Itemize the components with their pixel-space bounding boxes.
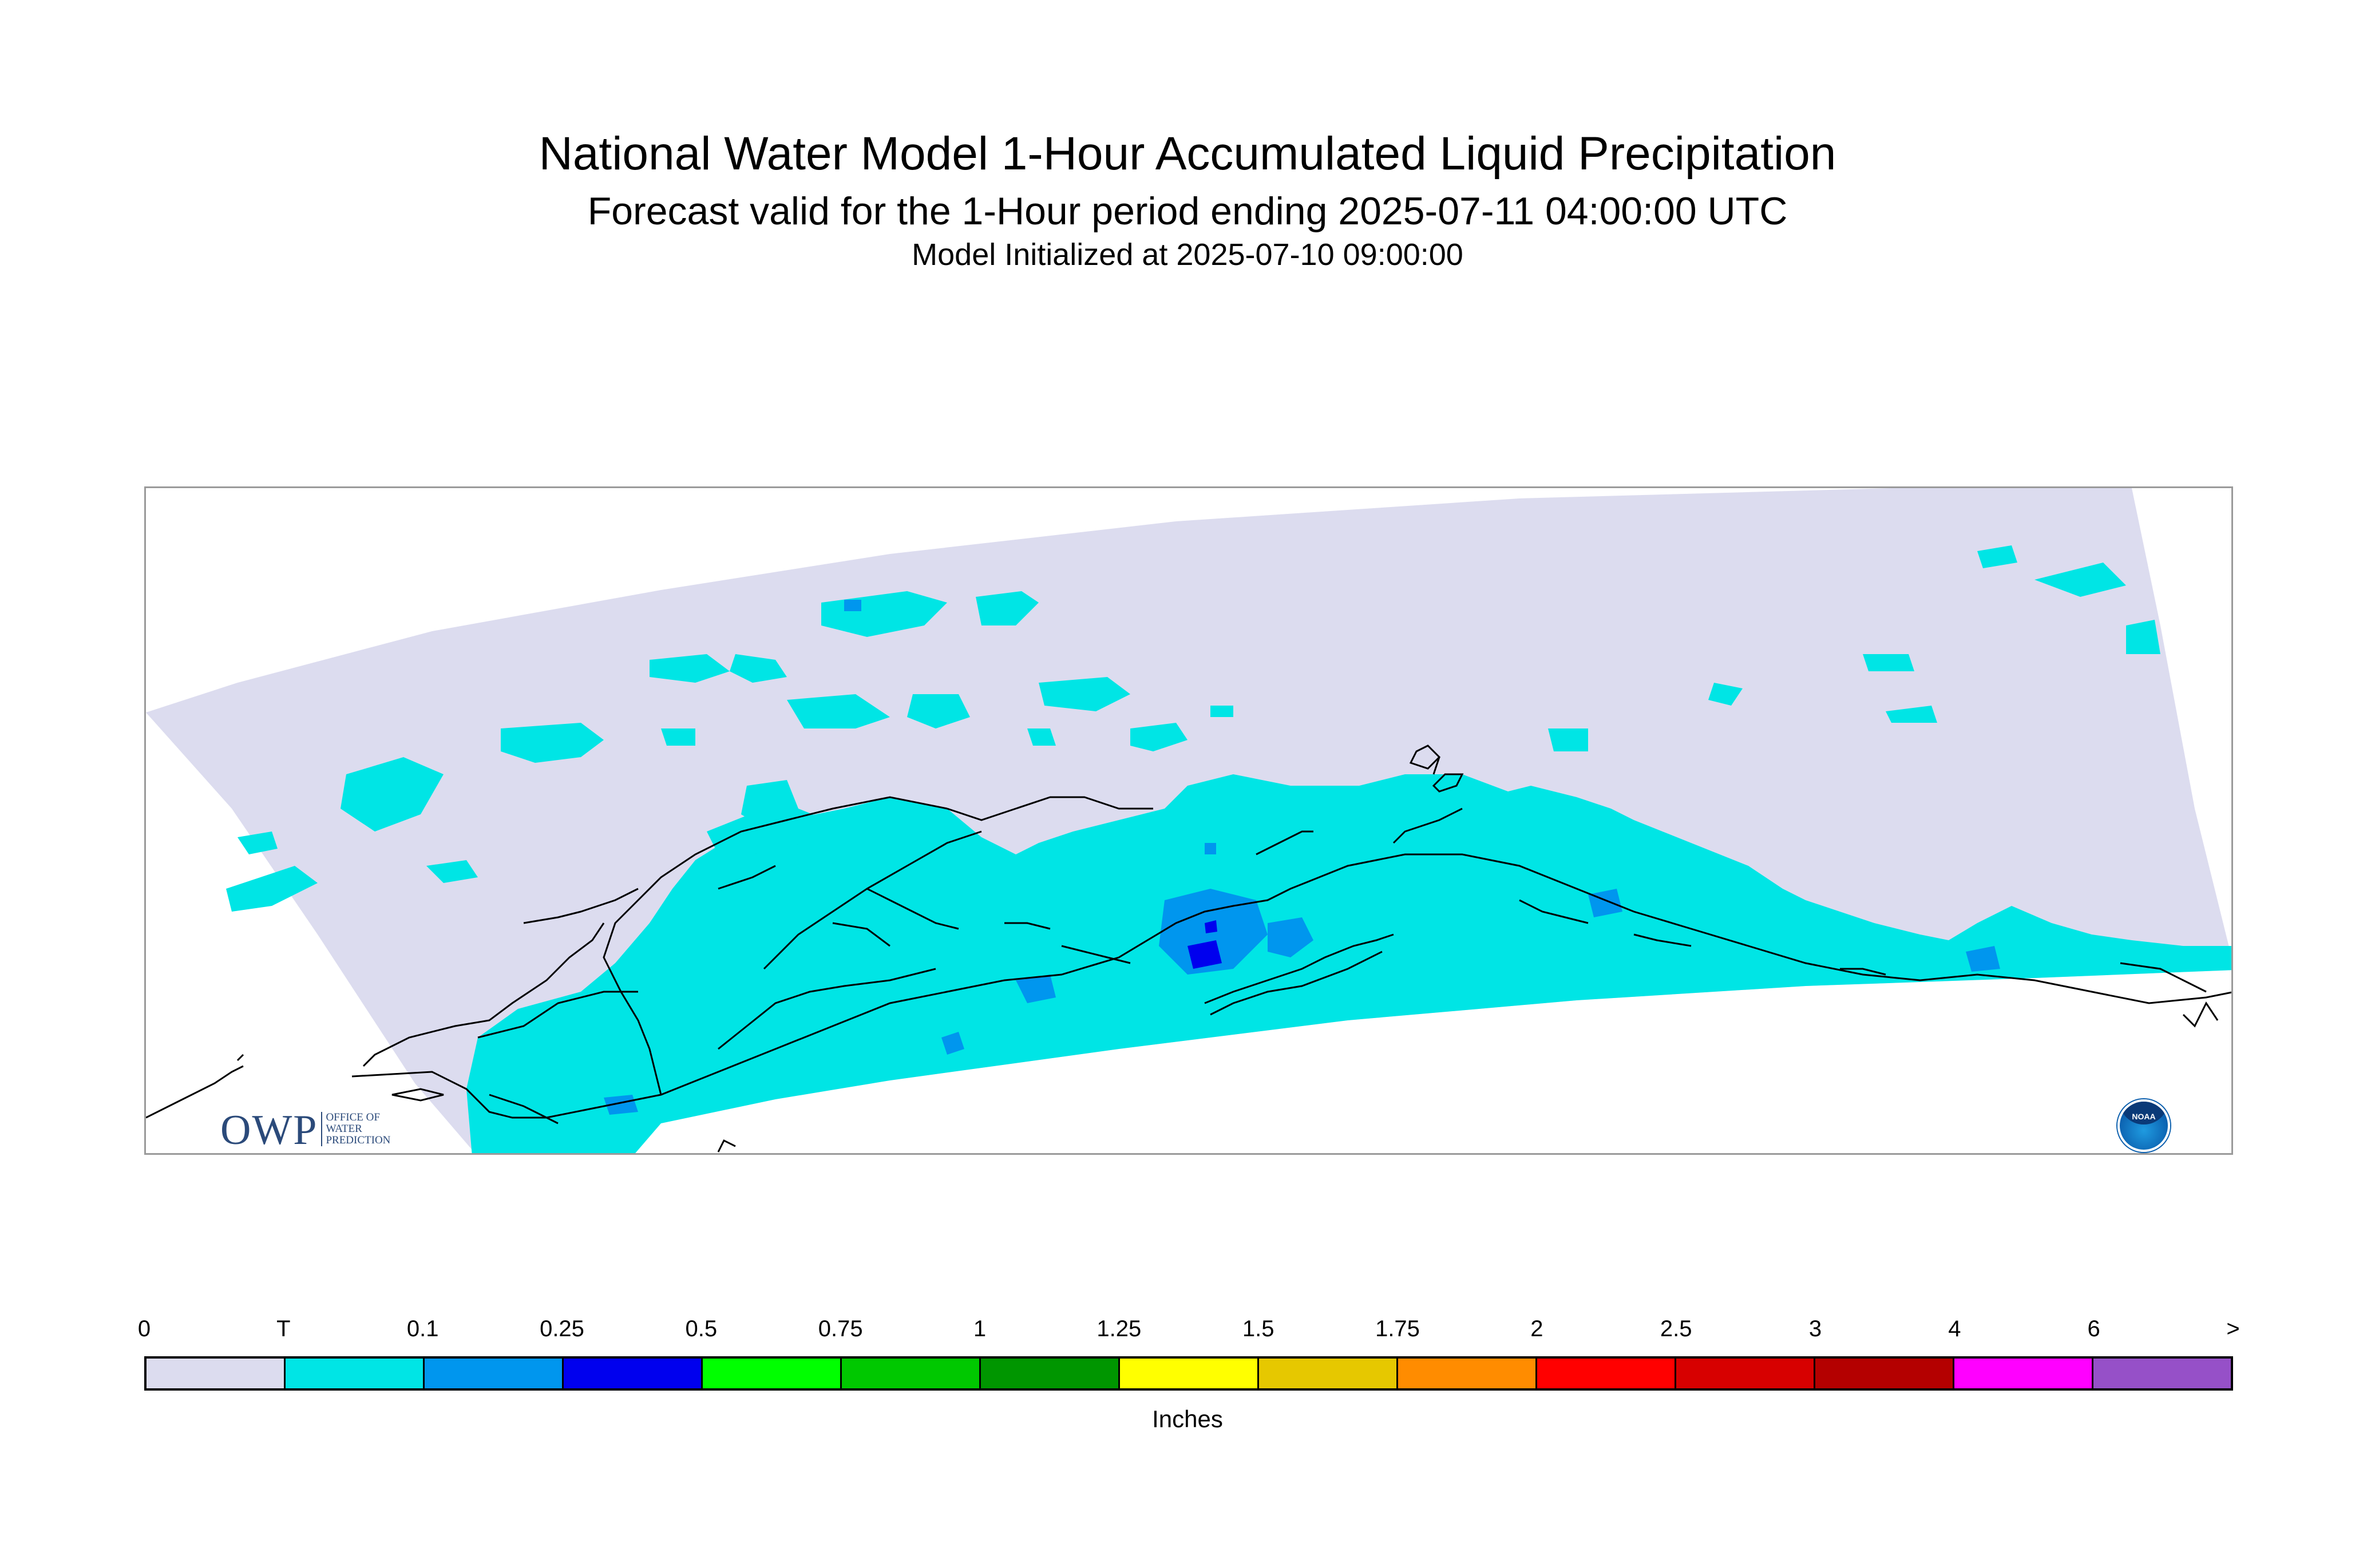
coastlines	[146, 745, 2231, 1153]
legend-swatch	[1120, 1359, 1259, 1388]
legend-tick-label: 0.5	[685, 1316, 718, 1341]
owp-logo-caption: OFFICE OF WATER PREDICTION	[321, 1112, 390, 1146]
legend-swatch	[2093, 1359, 2231, 1388]
legend-tick-label: 3	[1808, 1316, 1822, 1341]
legend-tick-label: 0.1	[406, 1316, 439, 1341]
map-canvas	[146, 488, 2231, 1153]
noaa-logo-icon: NOAA	[2117, 1099, 2170, 1152]
legend-tick-label: 0.75	[818, 1316, 863, 1341]
owp-logo-line2: WATER	[326, 1123, 362, 1135]
precipitation-map: OWP OFFICE OF WATER PREDICTION NOAA	[144, 486, 2233, 1155]
legend-swatch	[1815, 1359, 1954, 1388]
legend-tick-label: 1	[973, 1316, 987, 1341]
legend-swatch	[1537, 1359, 1676, 1388]
legend-tick-label: 6	[2087, 1316, 2100, 1341]
legend-tick-label: 2	[1530, 1316, 1543, 1341]
owp-logo-line3: PREDICTION	[326, 1134, 391, 1146]
legend-tick-label: 1.75	[1375, 1316, 1420, 1341]
owp-logo-letters: OWP	[220, 1107, 318, 1154]
legend-swatch	[1676, 1359, 1815, 1388]
map-subtitle: Forecast valid for the 1-Hour period end…	[587, 189, 1788, 233]
precip-trace-areas	[226, 545, 2231, 1153]
owp-logo: OWP OFFICE OF WATER PREDICTION	[220, 1106, 390, 1154]
legend-swatch	[425, 1359, 564, 1388]
legend-tick-label: >	[2226, 1316, 2240, 1341]
owp-logo-line1: OFFICE OF	[326, 1111, 380, 1123]
legend-swatch	[564, 1359, 703, 1388]
legend-units-label: Inches	[1152, 1405, 1223, 1432]
legend-tick-label: 2.5	[1660, 1316, 1692, 1341]
legend-swatch	[286, 1359, 425, 1388]
legend-swatch	[842, 1359, 981, 1388]
legend-color-bar	[144, 1356, 2233, 1391]
legend-tick-label: 0	[137, 1316, 151, 1341]
legend-swatch	[1954, 1359, 2093, 1388]
legend-tick-label: 4	[1948, 1316, 1961, 1341]
legend-swatch	[1398, 1359, 1537, 1388]
noaa-logo-text: NOAA	[2132, 1112, 2156, 1121]
map-title: National Water Model 1-Hour Accumulated …	[539, 128, 1836, 180]
legend-swatch	[981, 1359, 1120, 1388]
legend-tick-label: 1.25	[1097, 1316, 1142, 1341]
model-init-time: Model Initialized at 2025-07-10 09:00:00	[912, 237, 1463, 272]
legend-tick-label: 1.5	[1242, 1316, 1274, 1341]
legend-swatch	[703, 1359, 842, 1388]
legend-tick-label: 0.25	[540, 1316, 584, 1341]
legend-swatch	[147, 1359, 286, 1388]
precip-moderate-areas	[1188, 920, 1222, 969]
legend-tick-label: T	[276, 1316, 291, 1341]
legend-swatch	[1259, 1359, 1398, 1388]
